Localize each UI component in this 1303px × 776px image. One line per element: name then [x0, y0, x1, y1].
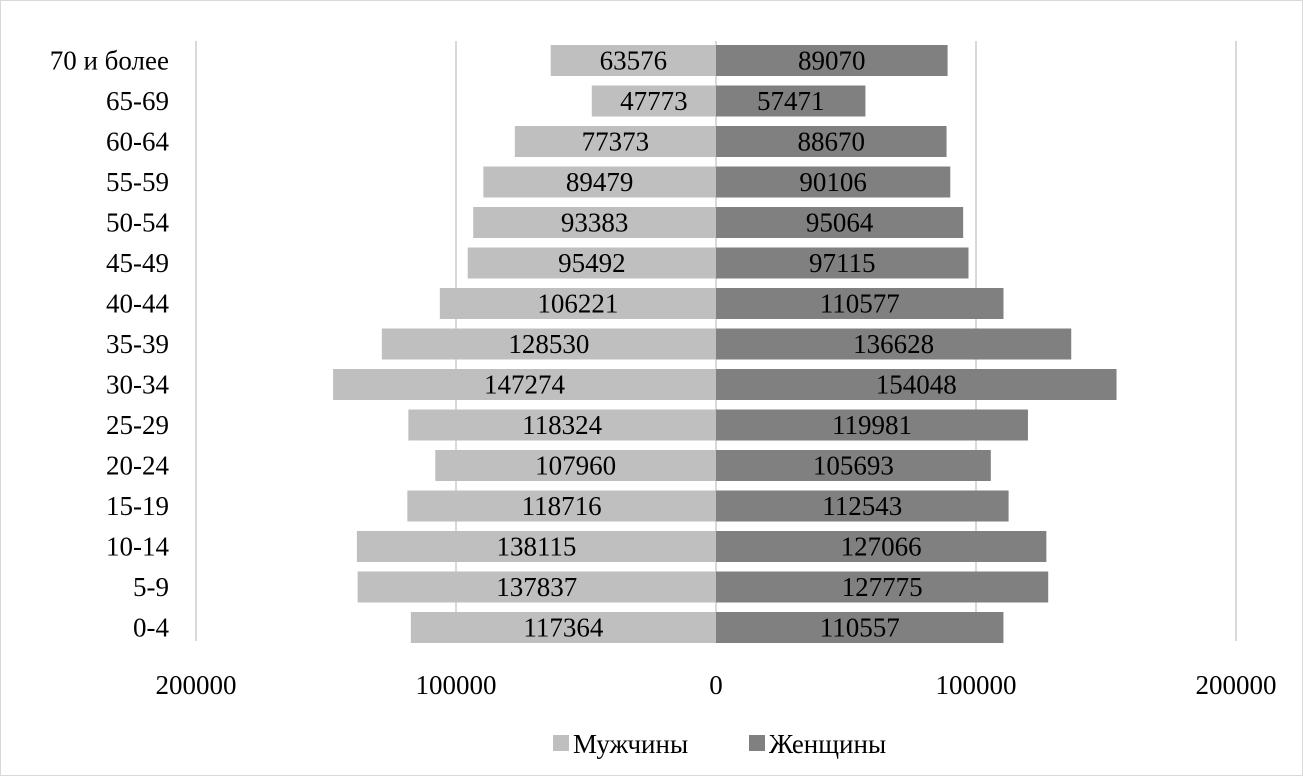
bar-male — [357, 571, 716, 603]
data-label-female: 110557 — [820, 613, 900, 643]
bar-female — [716, 328, 1072, 360]
category-label: 60-64 — [106, 127, 169, 157]
data-label-female: 119981 — [832, 410, 912, 440]
category-label: 30-34 — [106, 370, 169, 400]
category-label: 50-54 — [106, 208, 169, 238]
bar-male — [410, 612, 716, 643]
bar-male — [408, 409, 716, 441]
bar-female — [716, 166, 951, 198]
bar-male — [356, 531, 716, 562]
legend-swatch-male — [553, 735, 569, 751]
bars-group — [333, 45, 1117, 643]
bar-female — [716, 45, 948, 76]
data-label-female: 105693 — [813, 451, 894, 481]
data-label-male: 63576 — [600, 46, 668, 76]
legend-label-male: Мужчины — [573, 729, 688, 759]
bar-female — [716, 612, 1004, 643]
category-label: 25-29 — [106, 410, 169, 440]
category-label: 15-19 — [106, 491, 169, 521]
category-label: 45-49 — [106, 248, 169, 278]
bar-male — [591, 85, 716, 117]
legend-label-female: Женщины — [769, 729, 886, 759]
bar-female — [716, 126, 947, 157]
bar-male — [467, 247, 716, 279]
data-label-male: 128530 — [508, 329, 589, 359]
data-label-female: 90106 — [799, 167, 867, 197]
data-label-male: 93383 — [561, 208, 629, 238]
category-label: 5-9 — [133, 572, 169, 602]
x-tick-label: 100000 — [416, 670, 497, 700]
data-label-female: 89070 — [798, 46, 866, 76]
data-label-male: 137837 — [496, 572, 577, 602]
data-label-female: 154048 — [876, 370, 957, 400]
bar-female — [716, 571, 1049, 603]
data-labels-group: 63576 89070 47773 57471 77373 88670 89479 90106… — [484, 46, 957, 643]
category-label: 55-59 — [106, 167, 169, 197]
category-labels-group: 70 и более 65-69 60-64 55-59 50-54 45-49 40-44… — [50, 46, 170, 643]
x-tick-label: 100000 — [936, 670, 1017, 700]
x-axis-tick-labels: 200000 100000 0 100000 200000 — [156, 670, 1277, 700]
bar-female — [716, 490, 1009, 522]
bar-male — [550, 45, 716, 76]
category-label: 70 и более — [50, 46, 169, 76]
bar-male — [514, 126, 716, 157]
bar-female — [716, 85, 866, 117]
legend: Мужчины Женщины — [553, 729, 886, 759]
bar-male — [407, 490, 716, 522]
bar-male — [333, 369, 716, 400]
data-label-male: 106221 — [537, 289, 618, 319]
data-label-female: 57471 — [757, 86, 825, 116]
data-label-female: 110577 — [820, 289, 900, 319]
x-tick-label: 200000 — [1196, 670, 1277, 700]
data-label-female: 95064 — [806, 208, 874, 238]
data-label-female: 127775 — [842, 572, 923, 602]
data-label-female: 127066 — [841, 532, 922, 562]
bar-male — [435, 450, 716, 481]
x-tick-label: 200000 — [156, 670, 237, 700]
data-label-female: 136628 — [853, 329, 934, 359]
category-label: 35-39 — [106, 329, 169, 359]
data-label-female: 112543 — [822, 491, 902, 521]
category-label: 20-24 — [106, 451, 169, 481]
bar-female — [716, 531, 1047, 562]
data-label-male: 77373 — [582, 127, 650, 157]
bar-female — [716, 450, 991, 481]
category-label: 65-69 — [106, 86, 169, 116]
data-label-male: 138115 — [496, 532, 576, 562]
data-label-male: 47773 — [620, 86, 688, 116]
data-label-male: 118324 — [522, 410, 602, 440]
bar-female — [716, 409, 1028, 441]
data-label-male: 95492 — [558, 248, 626, 278]
category-label: 10-14 — [106, 532, 169, 562]
bar-female — [716, 207, 964, 238]
data-label-male: 117364 — [523, 613, 603, 643]
bar-female — [716, 247, 969, 279]
bar-male — [473, 207, 716, 238]
data-label-female: 88670 — [798, 127, 866, 157]
bar-male — [439, 288, 716, 319]
x-tick-label: 0 — [709, 670, 723, 700]
data-label-male: 118716 — [522, 491, 602, 521]
bar-female — [716, 369, 1117, 400]
data-label-male: 107960 — [535, 451, 616, 481]
data-label-male: 89479 — [566, 167, 634, 197]
bar-female — [716, 288, 1004, 319]
bar-male — [381, 328, 716, 360]
data-label-female: 97115 — [809, 248, 876, 278]
category-label: 40-44 — [106, 289, 169, 319]
bar-male — [483, 166, 716, 198]
data-label-male: 147274 — [484, 370, 566, 400]
legend-swatch-female — [749, 735, 765, 751]
category-label: 0-4 — [133, 613, 169, 643]
